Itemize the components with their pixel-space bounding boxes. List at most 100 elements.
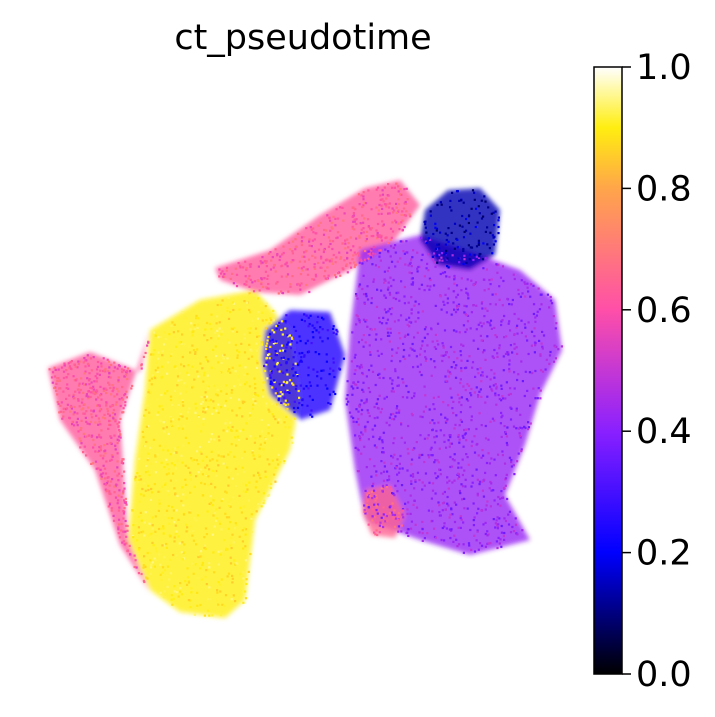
scatter-point: [285, 346, 288, 349]
scatter-point: [231, 425, 234, 429]
scatter-point: [137, 526, 140, 529]
scatter-point: [399, 240, 402, 243]
scatter-point: [78, 391, 81, 394]
scatter-point: [222, 553, 225, 556]
scatter-point: [264, 435, 267, 438]
scatter-point: [241, 415, 244, 418]
scatter-point: [141, 415, 144, 419]
scatter-point: [80, 427, 83, 430]
scatter-point: [229, 421, 232, 424]
scatter-point: [156, 370, 159, 374]
scatter-point: [299, 288, 302, 291]
scatter-point: [458, 438, 461, 441]
scatter-point: [369, 353, 372, 356]
scatter-point: [411, 342, 414, 346]
scatter-point: [372, 280, 375, 283]
scatter-point: [448, 371, 452, 374]
scatter-point: [141, 487, 144, 491]
scatter-point: [205, 569, 208, 572]
scatter-point: [401, 240, 404, 243]
scatter-point: [504, 477, 508, 480]
scatter-point: [372, 435, 375, 438]
scatter-point: [256, 361, 259, 364]
scatter-point: [527, 421, 530, 424]
scatter-point: [486, 542, 489, 545]
scatter-point: [400, 423, 403, 426]
scatter-point: [414, 320, 417, 323]
scatter-point: [486, 500, 489, 503]
scatter-point: [370, 364, 373, 367]
scatter-point: [373, 424, 377, 427]
scatter-point: [495, 385, 498, 388]
scatter-point: [185, 523, 188, 526]
scatter-point: [393, 320, 396, 323]
scatter-point: [172, 472, 175, 475]
scatter-point: [360, 452, 363, 455]
scatter-point: [243, 527, 246, 530]
scatter-point: [113, 485, 116, 488]
scatter-point: [219, 614, 223, 617]
scatter-point: [466, 359, 469, 362]
scatter-point: [479, 367, 482, 370]
scatter-point: [457, 303, 461, 306]
scatter-point: [280, 344, 284, 347]
scatter-point: [218, 372, 221, 375]
scatter-point: [104, 488, 107, 491]
scatter-point: [361, 338, 364, 341]
scatter-point: [401, 378, 404, 381]
scatter-point: [425, 231, 428, 234]
scatter-point: [242, 505, 245, 508]
scatter-point: [305, 314, 308, 317]
scatter-point: [367, 387, 370, 390]
scatter-point: [397, 530, 400, 533]
scatter-point: [81, 382, 85, 385]
scatter-point: [322, 261, 325, 264]
scatter-point: [298, 284, 302, 287]
scatter-point: [147, 424, 150, 428]
scatter-point: [481, 489, 484, 492]
scatter-point: [105, 460, 108, 463]
scatter-point: [204, 356, 207, 359]
scatter-point: [460, 518, 463, 521]
scatter-point: [395, 465, 398, 468]
scatter-point: [397, 480, 400, 483]
scatter-point: [527, 321, 530, 324]
scatter-point: [393, 509, 396, 512]
scatter-point: [493, 235, 496, 238]
scatter-point: [461, 498, 464, 501]
scatter-point: [104, 477, 107, 480]
scatter-point: [460, 420, 463, 423]
scatter-point: [270, 482, 273, 485]
scatter-point: [173, 464, 176, 467]
scatter-point: [120, 495, 123, 498]
scatter-point: [312, 368, 315, 371]
scatter-point: [208, 477, 211, 480]
scatter-point: [438, 504, 441, 507]
scatter-point: [116, 387, 119, 390]
colorbar-ticks: 0.00.20.40.60.81.0: [622, 48, 692, 695]
scatter-point: [186, 371, 189, 374]
scatter-point: [460, 277, 463, 280]
scatter-point: [470, 485, 473, 488]
scatter-point: [271, 459, 274, 462]
scatter-point: [382, 223, 385, 226]
scatter-point: [126, 524, 129, 528]
scatter-point: [125, 370, 128, 373]
scatter-point: [370, 475, 373, 478]
scatter-point: [418, 456, 421, 459]
scatter-point: [403, 214, 406, 217]
scatter-point: [146, 551, 149, 555]
scatter-point: [486, 243, 489, 246]
scatter-point: [208, 399, 211, 402]
scatter-point: [204, 547, 207, 551]
scatter-point: [289, 347, 293, 350]
scatter-point: [356, 297, 359, 300]
scatter-point: [343, 259, 346, 262]
scatter-point: [217, 563, 220, 566]
scatter-point: [408, 213, 411, 216]
scatter-point: [244, 275, 247, 278]
scatter-point: [244, 545, 247, 548]
scatter-point: [99, 369, 102, 372]
scatter-point: [122, 540, 125, 543]
scatter-point: [415, 355, 418, 358]
